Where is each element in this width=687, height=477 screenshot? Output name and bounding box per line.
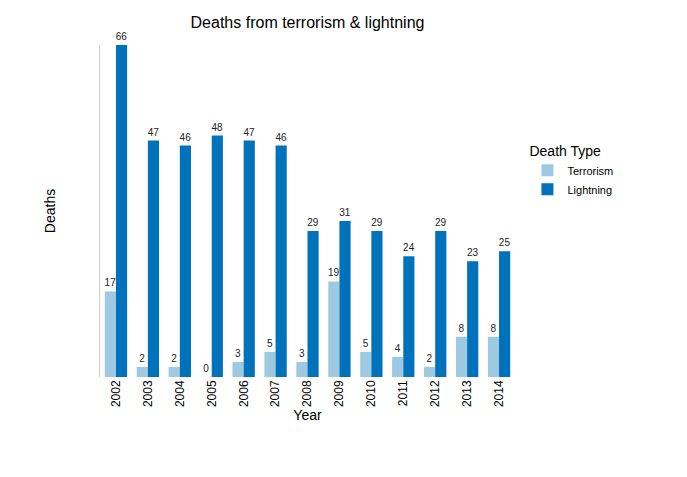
svg-text:2007: 2007 xyxy=(268,380,282,407)
svg-text:19: 19 xyxy=(328,267,340,278)
svg-text:23: 23 xyxy=(467,247,479,258)
svg-text:24: 24 xyxy=(403,242,415,253)
svg-text:8: 8 xyxy=(459,323,465,334)
svg-text:66: 66 xyxy=(116,31,128,42)
svg-text:Deaths from terrorism & lightn: Deaths from terrorism & lightning xyxy=(191,14,425,31)
svg-text:2013: 2013 xyxy=(460,380,474,407)
svg-text:0: 0 xyxy=(203,363,209,374)
svg-text:2012: 2012 xyxy=(428,380,442,407)
svg-text:48: 48 xyxy=(212,122,224,133)
svg-text:2: 2 xyxy=(427,353,433,364)
svg-text:2006: 2006 xyxy=(237,380,251,407)
svg-text:3: 3 xyxy=(235,348,241,359)
svg-text:29: 29 xyxy=(435,217,447,228)
svg-text:4: 4 xyxy=(395,343,401,354)
svg-text:8: 8 xyxy=(490,323,496,334)
svg-text:2008: 2008 xyxy=(300,380,314,407)
svg-text:Year: Year xyxy=(293,407,322,423)
svg-text:5: 5 xyxy=(267,338,273,349)
svg-text:46: 46 xyxy=(275,132,287,143)
svg-text:2: 2 xyxy=(171,353,177,364)
svg-text:Lightning: Lightning xyxy=(567,184,612,196)
svg-text:2005: 2005 xyxy=(205,380,219,407)
svg-text:29: 29 xyxy=(307,217,319,228)
svg-text:Death Type: Death Type xyxy=(529,143,601,159)
svg-text:47: 47 xyxy=(243,127,255,138)
svg-text:17: 17 xyxy=(105,277,117,288)
svg-text:5: 5 xyxy=(363,338,369,349)
svg-text:31: 31 xyxy=(339,207,351,218)
svg-text:2002: 2002 xyxy=(109,380,123,407)
svg-text:2004: 2004 xyxy=(173,380,187,407)
svg-text:25: 25 xyxy=(499,237,511,248)
svg-text:Deaths: Deaths xyxy=(42,189,58,233)
svg-text:2003: 2003 xyxy=(141,380,155,407)
svg-text:2010: 2010 xyxy=(364,380,378,407)
svg-text:3: 3 xyxy=(299,348,305,359)
svg-text:47: 47 xyxy=(148,127,160,138)
svg-text:Terrorism: Terrorism xyxy=(567,165,613,177)
svg-text:2009: 2009 xyxy=(332,380,346,407)
svg-text:29: 29 xyxy=(371,217,383,228)
svg-text:2: 2 xyxy=(139,353,145,364)
svg-text:46: 46 xyxy=(180,132,192,143)
svg-text:2014: 2014 xyxy=(492,380,506,407)
svg-text:2011: 2011 xyxy=(396,380,410,406)
